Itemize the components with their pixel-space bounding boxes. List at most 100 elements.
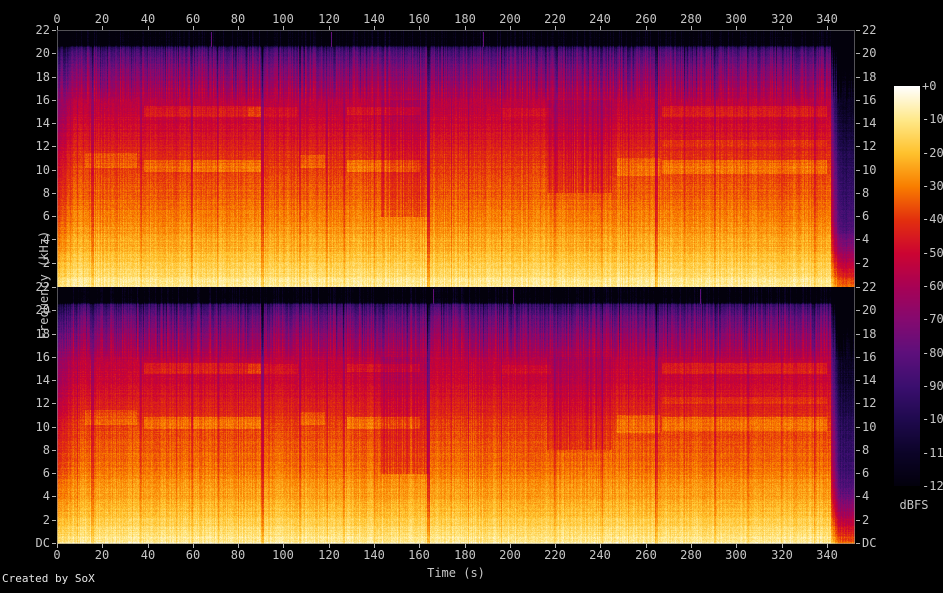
frequency-axis-tick [52,543,56,544]
time-axis-tick-label: 0 [53,12,61,26]
frequency-axis-tick [856,380,860,381]
time-axis-tick-label: 100 [272,12,294,26]
time-axis-tick [827,544,828,548]
frequency-axis-tick [856,146,860,147]
time-axis-tick-label: 140 [363,548,385,562]
spectrogram-heatmap [57,30,855,544]
colorbar-tick-label: -80 [922,346,943,360]
frequency-axis-tick [52,403,56,404]
frequency-axis-tick [856,496,860,497]
frequency-axis-tick-label: 4 [862,232,870,246]
time-axis-tick [465,26,466,30]
time-axis-tick-label: 100 [272,548,294,562]
time-axis-tick-label: 40 [140,548,156,562]
time-axis-tick [782,544,783,548]
time-axis-tick-label: 280 [680,548,702,562]
colorbar-tick-label: -110 [922,446,943,460]
frequency-axis-tick-label: 10 [35,163,50,177]
time-axis-tick [600,26,601,30]
time-axis-tick [555,544,556,548]
frequency-axis-tick [52,334,56,335]
frequency-axis-tick-label: 8 [42,443,50,457]
time-axis-tick-label: 60 [185,12,201,26]
frequency-axis-tick [856,450,860,451]
time-axis-tick [193,544,194,548]
frequency-axis-tick-label: 14 [35,373,50,387]
time-axis-tick [827,26,828,30]
frequency-axis-tick-label: 6 [862,209,870,223]
time-axis-tick-label: 200 [499,12,521,26]
time-axis-tick-label: 340 [816,12,838,26]
time-axis-tick-label: 280 [680,12,702,26]
time-axis-tick-label: 180 [454,12,476,26]
time-axis-tick [510,26,511,30]
frequency-axis-tick [52,216,56,217]
created-by-credit: Created by SoX [2,572,95,585]
frequency-axis-tick [856,53,860,54]
frequency-axis-tick-label: 16 [862,350,877,364]
colorbar-tick-label: -50 [922,246,943,260]
frequency-axis-tick [52,263,56,264]
time-axis-title: Time (s) [427,566,485,580]
time-axis-tick-label: 240 [589,548,611,562]
time-axis-tick-label: 240 [589,12,611,26]
frequency-axis-tick [856,427,860,428]
frequency-axis-tick-label: 20 [35,46,50,60]
colorbar-tick-label: -40 [922,212,943,226]
frequency-axis-tick [52,473,56,474]
frequency-axis-tick [856,287,860,288]
time-axis-tick-label: 0 [53,548,61,562]
time-axis-tick [600,544,601,548]
time-axis-tick-label: 120 [318,548,340,562]
time-axis-tick [736,26,737,30]
time-axis-tick [57,26,58,30]
frequency-axis-tick [52,287,56,288]
frequency-axis-tick [856,216,860,217]
frequency-axis-tick [52,427,56,428]
frequency-axis-tick-label: 6 [42,466,50,480]
frequency-axis-tick [856,543,860,544]
colorbar-tick-label: -120 [922,479,943,493]
frequency-axis-tick [52,520,56,521]
frequency-axis-tick-label: 20 [862,303,877,317]
time-axis-tick-label: 320 [771,12,793,26]
frequency-axis-tick [856,520,860,521]
time-axis-tick [238,26,239,30]
frequency-axis-tick-label: 14 [862,373,877,387]
time-axis-tick-label: 320 [771,548,793,562]
frequency-axis-tick-label: 22 [862,280,877,294]
frequency-axis-tick-label: 14 [862,116,877,130]
time-axis-tick-label: 160 [408,12,430,26]
time-axis-tick-label: 220 [544,548,566,562]
frequency-axis-tick [856,263,860,264]
time-axis-tick [691,26,692,30]
time-axis-tick-label: 300 [725,548,747,562]
frequency-axis-tick [856,100,860,101]
frequency-axis-tick [52,170,56,171]
frequency-axis-tick-label: DC [35,536,50,550]
colorbar-tick-label: -10 [922,112,943,126]
colorbar-tick-label: -60 [922,279,943,293]
time-axis-tick-label: 60 [185,548,201,562]
time-axis-tick-label: 180 [454,548,476,562]
frequency-axis-tick [52,380,56,381]
time-axis-tick-label: 300 [725,12,747,26]
frequency-axis-tick [52,450,56,451]
frequency-axis-tick-label: 12 [862,396,877,410]
frequency-axis-tick-label: DC [862,536,877,550]
frequency-axis-tick-label: 2 [42,256,50,270]
colorbar-tick-label: -30 [922,179,943,193]
frequency-axis-tick-label: 22 [862,23,877,37]
frequency-axis-tick [856,334,860,335]
colorbar-tick-label: -70 [922,312,943,326]
frequency-axis-tick [52,239,56,240]
frequency-axis-tick-label: 12 [862,139,877,153]
frequency-axis-tick-label: 20 [862,46,877,60]
frequency-axis-tick-label: 2 [42,513,50,527]
frequency-axis-tick-label: 4 [42,232,50,246]
colorbar-tick-label: -20 [922,146,943,160]
frequency-axis-tick-label: 22 [35,23,50,37]
time-axis-tick [736,544,737,548]
time-axis-tick-label: 260 [635,12,657,26]
